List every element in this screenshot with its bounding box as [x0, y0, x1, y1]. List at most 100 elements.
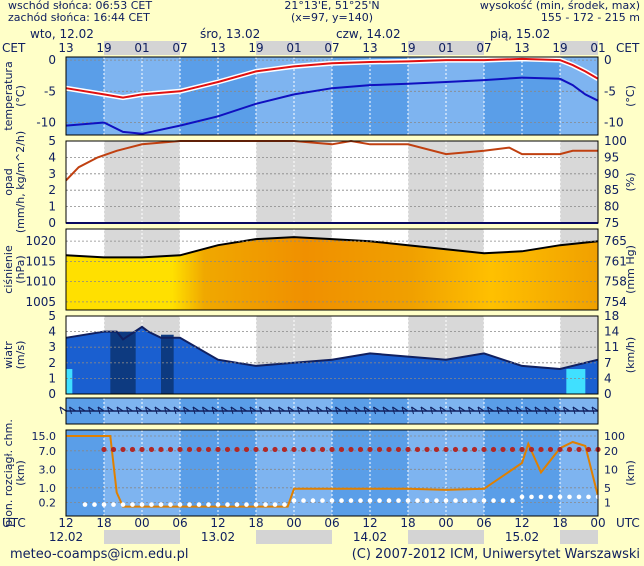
tick-label: -10 — [604, 116, 624, 130]
bottom-hour-label: 06 — [172, 516, 187, 530]
wind-barb — [553, 406, 561, 412]
tick-label: 3 — [48, 340, 56, 354]
wind-barb — [572, 406, 580, 412]
wind-barb — [496, 406, 500, 415]
coords-text: 21°13'E, 51°25'N — [284, 0, 379, 12]
wind-barb — [202, 406, 205, 415]
bottom-hour-label: 18 — [248, 516, 263, 530]
sunset-text: zachód słońca: 16:44 CET — [8, 11, 150, 24]
cloud-top-dot — [225, 502, 230, 507]
cloud-top-dot — [244, 502, 249, 507]
bottom-hour-label: 12 — [362, 516, 377, 530]
top-hour-label: 01 — [438, 41, 453, 55]
cloud-top-dot — [481, 498, 487, 503]
axis-label-left: ciśnienie — [2, 245, 15, 294]
cloud-top-dot — [386, 498, 392, 503]
cloud-dot — [566, 446, 573, 453]
wind-barb — [221, 406, 224, 415]
cloud-top-dot — [215, 502, 221, 507]
wind-barb — [268, 406, 272, 415]
wind-barb — [477, 406, 481, 415]
tick-label: 0 — [604, 53, 612, 67]
cloud-top-dot — [168, 502, 173, 507]
tz-top-right: CET — [616, 41, 640, 55]
cloud-dot — [490, 446, 497, 453]
cloud-top-dot — [196, 502, 202, 507]
cloud-dot — [376, 446, 383, 453]
cloud-dot — [167, 446, 174, 453]
tick-label: 765 — [604, 234, 627, 248]
bottom-date-label: 13.02 — [201, 530, 235, 544]
cloud-top-dot — [538, 494, 544, 500]
wind-barb — [572, 406, 576, 415]
cloud-top-dot — [510, 498, 515, 503]
altitude-values: 155 - 172 - 215 m — [541, 11, 640, 24]
wind-light-band — [566, 369, 586, 394]
cloud-top-dot — [177, 502, 183, 507]
wind-barb — [268, 406, 276, 412]
cloud-dot — [547, 446, 554, 453]
cloud-dot — [224, 446, 231, 453]
wind-barb — [449, 406, 452, 415]
cloud-top-dot — [272, 502, 278, 507]
wind-barb — [297, 406, 300, 415]
tick-label: 3 — [48, 167, 56, 181]
night-band — [104, 430, 180, 516]
wind-barb — [525, 406, 528, 415]
cloud-top-dot — [310, 498, 316, 503]
axis-label-left: (m/s) — [14, 341, 27, 370]
cloud-top-dot — [301, 498, 306, 503]
wind-barb — [439, 406, 447, 412]
cloud-top-dot — [377, 498, 382, 503]
sunrise-text: wschód słońca: 06:53 CET — [8, 0, 152, 12]
wind-barb — [515, 406, 519, 415]
cloud-top-dot — [111, 502, 116, 507]
top-hour-label: 19 — [400, 41, 415, 55]
tick-label: 100 — [604, 134, 627, 148]
cloud-top-dot — [586, 494, 591, 500]
tick-label: 85 — [604, 183, 619, 197]
cloud-top-dot — [367, 498, 373, 503]
cloud-chart: 15.0 7.0 3.0 1.0 0.2 100 20 10 5 1 pion. rozciągł.… — [2, 419, 637, 527]
wind-barb — [240, 406, 243, 415]
cloud-dot — [196, 446, 202, 453]
cloud-dot — [338, 446, 345, 453]
wind-barb — [278, 406, 285, 412]
wind-barb — [287, 406, 295, 412]
cloud-dot — [557, 446, 563, 453]
footer-email[interactable]: meteo-coamps@icm.edu.pl — [10, 547, 188, 562]
cloud-dot — [139, 446, 145, 453]
cloud-dot — [158, 446, 164, 453]
top-hour-label: 01 — [286, 41, 301, 55]
day-label: pią, 15.02 — [490, 27, 550, 41]
axis-label-right: (mm Hg) — [624, 245, 637, 294]
tick-label: 14 — [604, 325, 619, 339]
tick-label: -5 — [604, 84, 616, 98]
wind-barb — [335, 406, 342, 412]
cloud-top-dot — [92, 502, 97, 507]
top-hour-label: 13 — [58, 41, 73, 55]
pressure-line — [65, 236, 599, 259]
top-hour-labels: 13 19 01 07 13 19 01 07 13 19 01 07 13 19 01 — [58, 41, 605, 55]
night-band — [408, 57, 484, 135]
day-label: śro, 13.02 — [200, 27, 260, 41]
cloud-dot — [386, 446, 392, 453]
night-band — [256, 41, 332, 55]
tick-label: 0 — [48, 53, 56, 67]
cloud-dot — [177, 446, 183, 453]
cloud-top-dot — [187, 502, 192, 507]
wind-barb — [373, 406, 380, 412]
grid-text: (x=97, y=140) — [291, 11, 373, 24]
wind-barb — [259, 406, 266, 412]
night-band — [104, 530, 180, 544]
tick-label: 2 — [48, 183, 56, 197]
wind-barb — [135, 406, 143, 412]
wind-barb — [192, 406, 200, 412]
cloud-top-dot — [424, 498, 430, 503]
bottom-hour-label: 00 — [438, 516, 453, 530]
panel-border — [65, 315, 599, 395]
top-hour-label: 07 — [172, 41, 187, 55]
wind-barb — [582, 406, 589, 412]
cloud-dot — [538, 446, 544, 453]
axis-label-right: (km/h) — [624, 337, 637, 373]
